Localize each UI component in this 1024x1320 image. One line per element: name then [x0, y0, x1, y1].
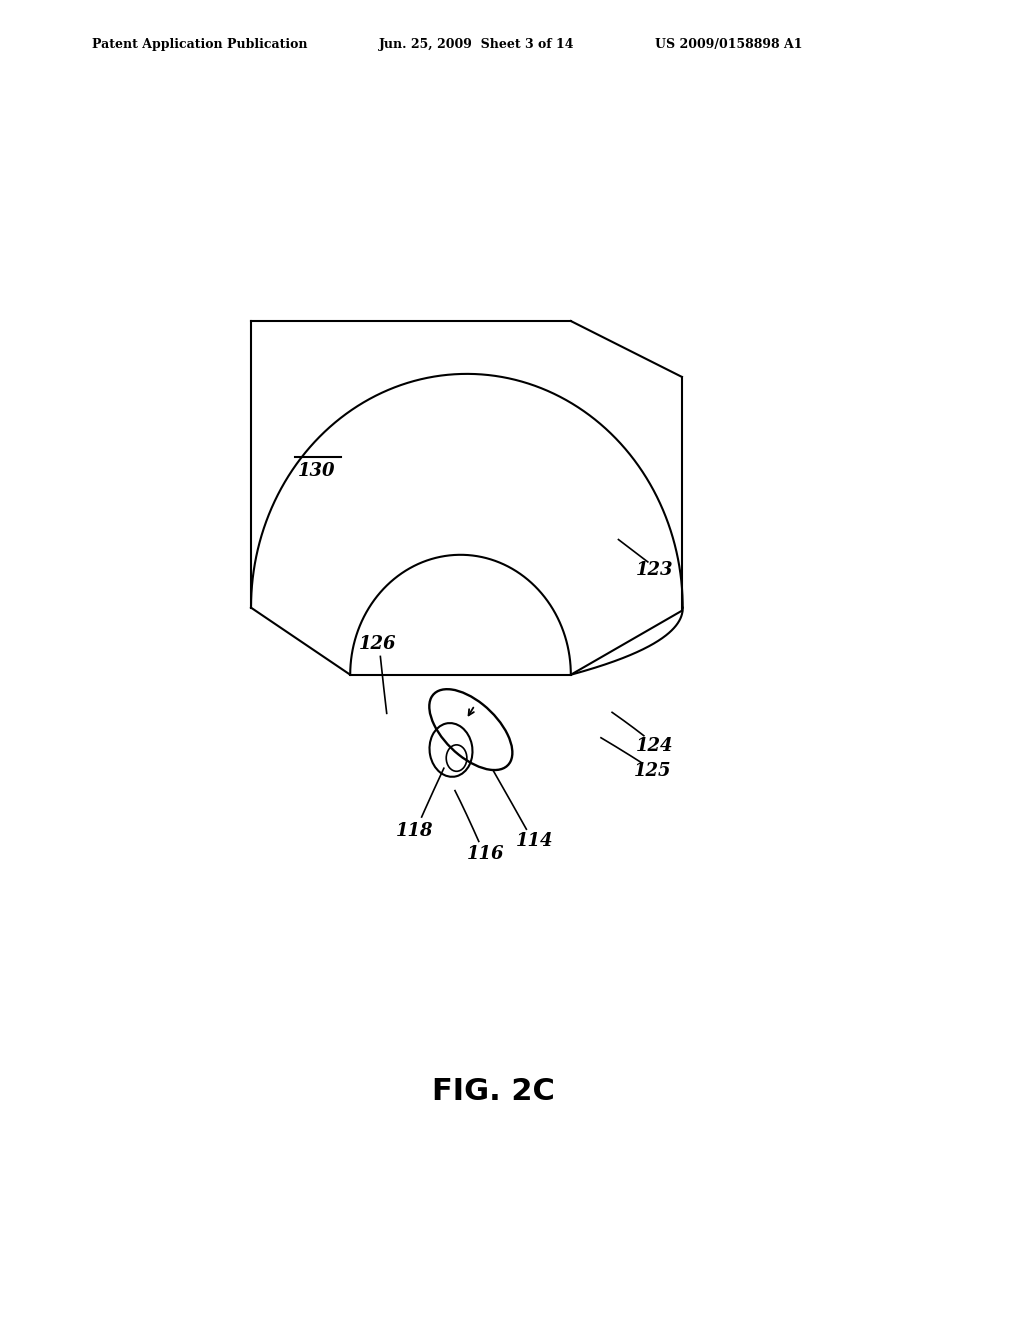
Text: 125: 125 — [634, 762, 672, 780]
Text: 124: 124 — [636, 737, 673, 755]
Text: 114: 114 — [515, 833, 553, 850]
Text: Jun. 25, 2009  Sheet 3 of 14: Jun. 25, 2009 Sheet 3 of 14 — [379, 37, 574, 50]
Text: 116: 116 — [466, 845, 504, 862]
Text: FIG. 2C: FIG. 2C — [432, 1077, 554, 1106]
Text: Patent Application Publication: Patent Application Publication — [92, 37, 307, 50]
Text: 130: 130 — [298, 462, 336, 480]
Text: 126: 126 — [359, 635, 396, 653]
Text: US 2009/0158898 A1: US 2009/0158898 A1 — [655, 37, 803, 50]
Text: 118: 118 — [395, 822, 433, 841]
Text: 123: 123 — [636, 561, 673, 579]
